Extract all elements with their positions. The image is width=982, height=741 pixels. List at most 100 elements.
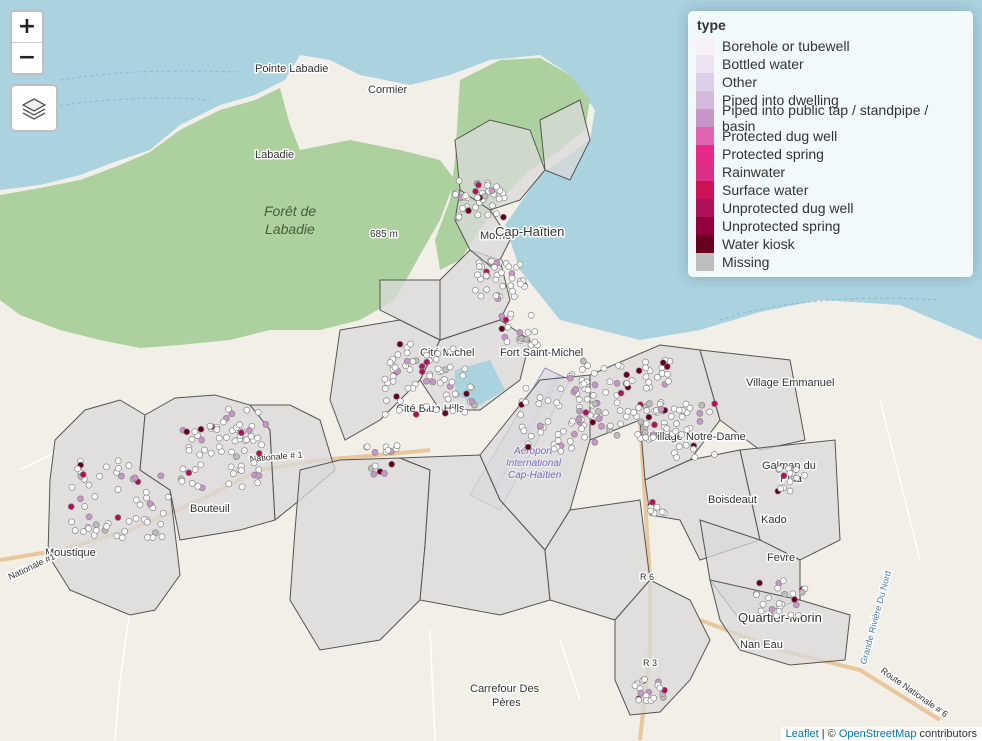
water-point-marker[interactable] (584, 362, 592, 369)
water-point-marker[interactable] (691, 453, 699, 461)
water-point-marker[interactable] (114, 514, 122, 521)
water-point-marker[interactable] (113, 532, 121, 540)
water-point-marker[interactable] (91, 493, 99, 500)
water-point-marker[interactable] (432, 356, 440, 363)
water-point-marker[interactable] (683, 426, 691, 434)
water-point-marker[interactable] (423, 351, 430, 359)
water-point-marker[interactable] (220, 418, 227, 426)
water-point-marker[interactable] (589, 418, 597, 426)
water-point-marker[interactable] (371, 449, 379, 456)
water-point-marker[interactable] (489, 202, 496, 209)
water-point-marker[interactable] (215, 443, 223, 451)
water-point-marker[interactable] (706, 408, 713, 416)
water-point-marker[interactable] (645, 413, 653, 421)
water-point-marker[interactable] (500, 213, 507, 221)
water-point-marker[interactable] (403, 349, 411, 357)
water-point-marker[interactable] (381, 385, 389, 392)
water-point-marker[interactable] (765, 594, 772, 602)
water-point-marker[interactable] (658, 370, 666, 377)
water-point-marker[interactable] (386, 359, 394, 366)
water-point-marker[interactable] (768, 606, 776, 613)
water-point-marker[interactable] (455, 177, 463, 185)
water-point-marker[interactable] (67, 503, 75, 510)
water-point-marker[interactable] (575, 416, 583, 423)
water-point-marker[interactable] (228, 410, 236, 418)
water-point-marker[interactable] (136, 501, 144, 509)
water-point-marker[interactable] (423, 402, 430, 410)
water-point-marker[interactable] (606, 378, 614, 386)
water-point-marker[interactable] (201, 446, 208, 454)
water-point-marker[interactable] (446, 363, 454, 371)
water-point-marker[interactable] (157, 520, 164, 528)
water-point-marker[interactable] (576, 407, 583, 415)
water-point-marker[interactable] (459, 372, 467, 380)
water-point-marker[interactable] (482, 272, 490, 279)
water-point-marker[interactable] (240, 447, 248, 454)
water-point-marker[interactable] (557, 447, 565, 455)
water-point-marker[interactable] (649, 498, 656, 506)
water-point-marker[interactable] (791, 596, 798, 603)
water-point-marker[interactable] (516, 260, 524, 268)
water-point-marker[interactable] (236, 421, 243, 428)
water-point-marker[interactable] (623, 380, 631, 387)
water-point-marker[interactable] (786, 478, 794, 486)
water-point-marker[interactable] (406, 366, 414, 373)
water-point-marker[interactable] (461, 365, 469, 373)
water-point-marker[interactable] (536, 422, 544, 430)
water-point-marker[interactable] (589, 392, 597, 399)
water-point-marker[interactable] (118, 472, 125, 480)
water-point-marker[interactable] (614, 361, 622, 369)
water-point-marker[interactable] (645, 378, 652, 386)
water-point-marker[interactable] (594, 408, 602, 415)
water-point-marker[interactable] (492, 292, 500, 300)
water-point-marker[interactable] (381, 411, 389, 418)
water-point-marker[interactable] (459, 204, 467, 212)
water-point-marker[interactable] (79, 471, 87, 478)
water-point-marker[interactable] (582, 409, 590, 416)
water-point-marker[interactable] (238, 483, 246, 491)
osm-link[interactable]: OpenStreetMap (838, 728, 917, 740)
water-point-marker[interactable] (591, 381, 599, 389)
water-point-marker[interactable] (508, 274, 516, 282)
water-point-marker[interactable] (628, 377, 636, 384)
water-point-marker[interactable] (544, 397, 552, 404)
water-point-marker[interactable] (191, 466, 199, 473)
water-point-marker[interactable] (213, 426, 221, 433)
water-point-marker[interactable] (550, 445, 558, 453)
water-point-marker[interactable] (183, 428, 191, 436)
zoom-in-button[interactable]: + (17, 14, 37, 39)
water-point-marker[interactable] (495, 195, 503, 203)
water-point-marker[interactable] (774, 584, 782, 592)
water-point-marker[interactable] (441, 376, 448, 383)
water-point-marker[interactable] (188, 436, 196, 443)
water-point-marker[interactable] (157, 472, 165, 480)
water-point-marker[interactable] (258, 441, 265, 449)
water-point-marker[interactable] (642, 373, 650, 381)
water-point-marker[interactable] (643, 384, 650, 392)
water-point-marker[interactable] (146, 500, 154, 508)
water-point-marker[interactable] (663, 363, 671, 370)
water-point-marker[interactable] (536, 394, 544, 401)
water-point-marker[interactable] (673, 420, 680, 427)
water-point-marker[interactable] (498, 325, 506, 333)
water-point-marker[interactable] (581, 433, 588, 441)
water-point-marker[interactable] (144, 534, 151, 541)
water-point-marker[interactable] (664, 370, 671, 378)
water-point-marker[interactable] (590, 369, 598, 377)
water-point-marker[interactable] (568, 444, 575, 452)
water-point-marker[interactable] (434, 350, 442, 357)
water-point-marker[interactable] (642, 434, 649, 441)
water-point-marker[interactable] (231, 437, 239, 445)
water-point-marker[interactable] (711, 451, 718, 458)
water-point-marker[interactable] (557, 385, 565, 393)
water-point-marker[interactable] (566, 374, 574, 382)
water-point-marker[interactable] (672, 427, 680, 435)
water-point-marker[interactable] (579, 366, 586, 373)
water-point-marker[interactable] (607, 422, 614, 430)
water-point-marker[interactable] (143, 494, 150, 502)
water-point-marker[interactable] (384, 446, 392, 454)
water-point-marker[interactable] (696, 410, 704, 417)
water-point-marker[interactable] (667, 413, 675, 420)
water-point-marker[interactable] (583, 395, 591, 403)
water-point-marker[interactable] (381, 375, 389, 383)
